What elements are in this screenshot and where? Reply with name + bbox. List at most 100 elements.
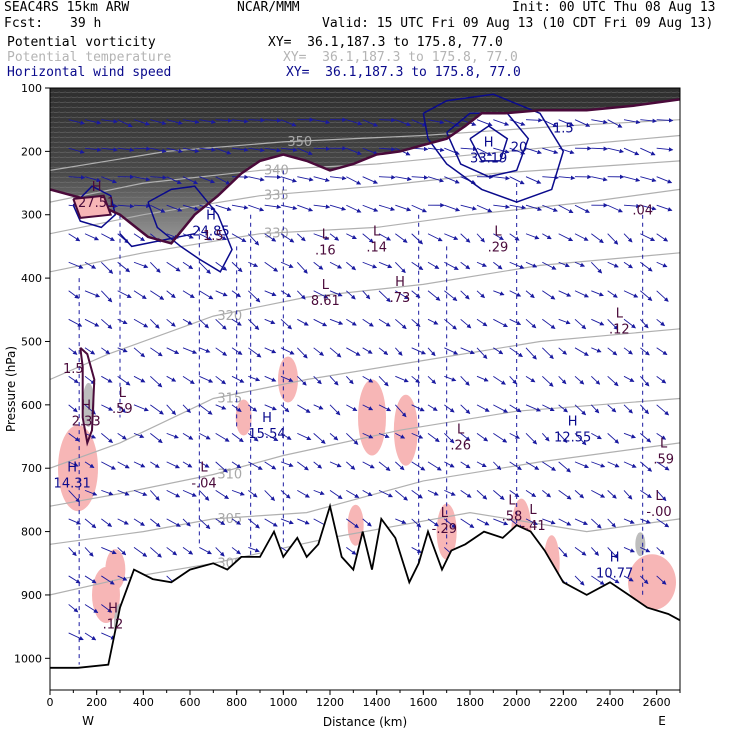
wind-vector [84, 233, 100, 241]
wind-vector [574, 204, 590, 213]
wind-vector [574, 461, 590, 469]
wind-vector [346, 176, 362, 185]
wind-vector [591, 376, 601, 385]
pv-extremum-marker: L [616, 307, 624, 322]
x-axis-west-label: W [82, 714, 94, 728]
wind-vector [525, 433, 538, 445]
wind-max-value: 33.19 [470, 152, 507, 167]
pv-extremum-marker: L [508, 494, 516, 509]
pv-extremum-marker: L [200, 461, 208, 476]
pv-extremum-marker: L [655, 489, 663, 504]
wind-vector [362, 204, 379, 212]
wind-vector [313, 204, 331, 209]
wind-vector [411, 204, 427, 213]
wind-vector [297, 261, 308, 274]
wind-vector [264, 318, 276, 325]
wind-vector [68, 490, 80, 503]
wind-vector [133, 461, 146, 468]
wind-vector [591, 318, 605, 326]
wind-vector [166, 547, 178, 556]
legend-potential-temperature: Potential temperature [7, 50, 172, 65]
wind-vector [607, 318, 619, 330]
wind-vector [542, 347, 554, 360]
pv-extremum-value: -.00 [646, 505, 671, 520]
wind-vector [509, 176, 525, 185]
wind-vector [558, 547, 568, 558]
wind-vector [509, 461, 522, 471]
wind-vector [607, 547, 619, 559]
wind-vector [101, 575, 115, 585]
wind-vector [591, 261, 603, 274]
wind-vector [574, 233, 589, 241]
wind-vector [558, 518, 572, 526]
wind-vector [640, 490, 652, 499]
wind-vector [623, 233, 633, 243]
wind-vector [394, 404, 407, 418]
wind-max-value: 10.77 [596, 567, 633, 582]
wind-vector [656, 204, 673, 212]
wind-vector [231, 147, 249, 152]
wind-vector [444, 347, 459, 355]
wind-vector [607, 290, 618, 298]
wind-vector [542, 404, 555, 412]
wind-speed-contour [119, 232, 195, 248]
wind-vector [182, 461, 193, 468]
wind-vector [329, 233, 340, 241]
legend-potential-temperature-xy: XY= 36.1,187.3 to 175.8, 77.0 [283, 50, 518, 65]
wind-vector [182, 119, 200, 124]
wind-vector [101, 547, 117, 555]
wind-vector [623, 547, 635, 553]
wind-vector [248, 318, 260, 330]
wind-vector [346, 404, 358, 412]
wind-vector [313, 404, 324, 410]
wind-vector [280, 290, 292, 298]
pv-extremum-marker: H [395, 275, 405, 290]
wind-vector [607, 575, 620, 584]
wind-max-marker: H [610, 551, 620, 566]
wind-vector [558, 461, 571, 473]
wind-vector [68, 547, 77, 557]
wind-vector [656, 375, 667, 384]
x-tick-label: 800 [226, 696, 247, 709]
wind-vector [117, 347, 128, 353]
wind-vector [591, 347, 602, 353]
wind-vector [215, 233, 227, 241]
wind-vector [101, 404, 114, 411]
wind-vector [101, 290, 113, 303]
pv-closed-contour [72, 194, 113, 219]
wind-vector [395, 461, 405, 471]
wind-vector [509, 290, 522, 297]
wind-vector [150, 290, 165, 300]
wind-vector [558, 433, 568, 443]
wind-vector [591, 290, 604, 297]
wind-vector [215, 518, 226, 525]
wind-vector [541, 433, 550, 442]
wind-vector [280, 490, 291, 499]
wind-vector [525, 147, 542, 155]
wind-vector [427, 119, 445, 125]
wind-vector [68, 119, 85, 125]
wind-vector [84, 632, 97, 641]
pv-positive-anomaly [393, 394, 418, 466]
wind-vector [101, 461, 116, 470]
wind-vector [444, 404, 455, 413]
x-tick-label: 400 [133, 696, 154, 709]
x-tick-label: 600 [180, 696, 201, 709]
theta-contour [50, 188, 680, 273]
wind-vector [215, 347, 228, 356]
wind-vector [133, 404, 149, 412]
wind-vector [574, 490, 585, 499]
wind-vector [411, 490, 423, 499]
wind-vector [248, 375, 261, 382]
wind-vector [248, 518, 260, 529]
wind-vector [199, 290, 214, 300]
wind-vector [378, 461, 391, 471]
wind-vector [542, 318, 556, 330]
wind-vector [542, 233, 552, 240]
wind-vector [150, 119, 167, 126]
wind-vector [346, 233, 357, 240]
wind-vector [133, 203, 151, 209]
wind-vector [117, 261, 131, 273]
y-tick-label: 500 [21, 335, 42, 348]
wind-vector [656, 118, 674, 123]
